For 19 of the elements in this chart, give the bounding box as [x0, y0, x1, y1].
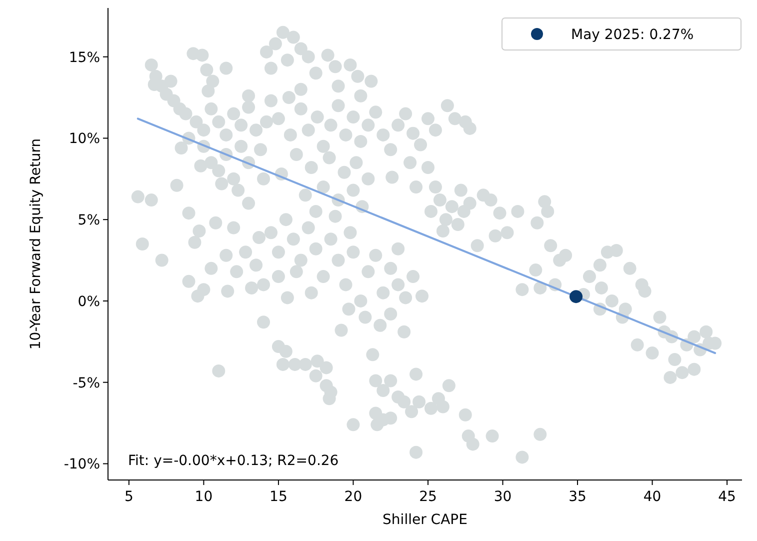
x-tick-label: 5 — [124, 489, 134, 505]
x-tick-label: 10 — [194, 489, 213, 505]
y-axis-title: 10-Year Forward Equity Return — [28, 138, 44, 350]
x-tick-label: 40 — [643, 489, 662, 505]
y-tick-label: -5% — [72, 375, 100, 392]
y-tick-label: 0% — [78, 294, 100, 310]
x-tick-label: 35 — [568, 489, 586, 505]
y-tick-label: 10% — [68, 131, 100, 148]
x-tick-label: 25 — [419, 489, 437, 505]
y-tick-label: -10% — [64, 456, 100, 473]
x-tick-label: 20 — [344, 489, 362, 505]
y-tick-label: 15% — [68, 50, 100, 66]
legend-label: May 2025: 0.27% — [571, 27, 694, 43]
x-tick-label: 30 — [494, 489, 512, 505]
x-tick-label: 45 — [718, 489, 736, 505]
y-tick-label: 5% — [78, 212, 100, 229]
x-tick-label: 15 — [270, 489, 288, 505]
annotation: Fit: y=-0.00*x+0.13; R2=0.26 — [128, 453, 339, 469]
x-axis-title: Shiller CAPE — [382, 512, 468, 528]
